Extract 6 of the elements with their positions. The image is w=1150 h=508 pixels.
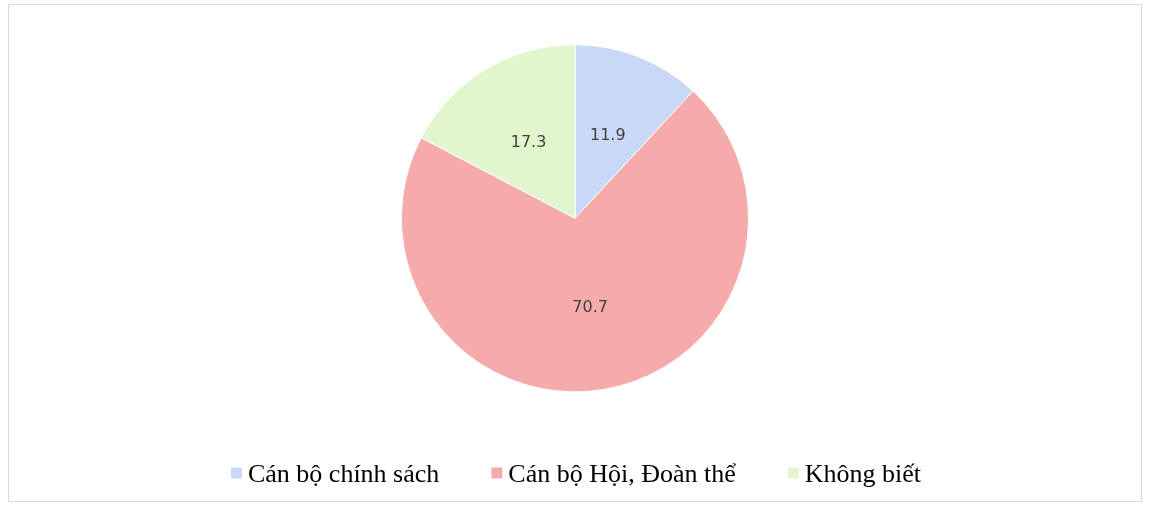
- data-label: 70.7: [572, 297, 608, 317]
- legend-label: Không biết: [804, 458, 922, 488]
- legend-label: Cán bộ Hội, Đoàn thể: [508, 458, 737, 488]
- data-label: 11.9: [590, 125, 626, 145]
- data-label: 17.3: [510, 131, 547, 151]
- legend-label: Cán bộ chính sách: [247, 458, 440, 488]
